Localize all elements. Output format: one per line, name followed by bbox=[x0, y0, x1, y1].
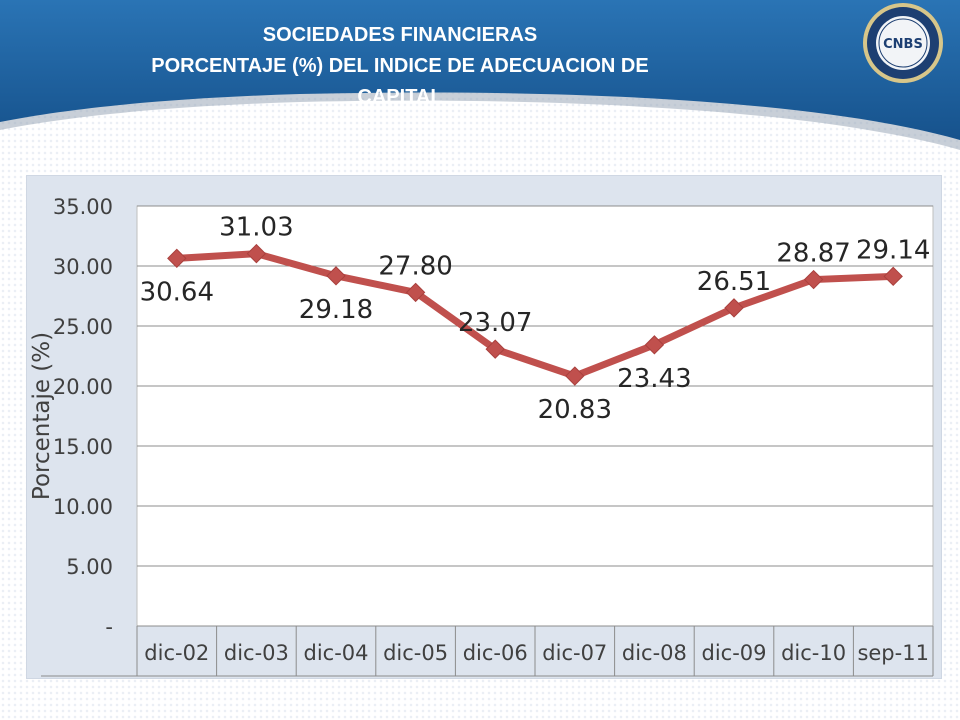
series-polyline bbox=[173, 250, 897, 380]
x-tick-label: dic-10 bbox=[781, 641, 846, 665]
data-label: 27.80 bbox=[378, 251, 452, 281]
y-tick-label: 35.00 bbox=[53, 195, 113, 219]
title-line-2: PORCENTAJE (%) DEL INDICE DE ADECUACION … bbox=[151, 55, 649, 77]
x-tick-label: dic-09 bbox=[701, 641, 766, 665]
header-banner bbox=[0, 0, 960, 150]
plot-area bbox=[136, 205, 934, 627]
data-label: 28.87 bbox=[776, 239, 850, 269]
x-tick-label: dic-04 bbox=[303, 641, 368, 665]
data-label: 29.14 bbox=[856, 235, 930, 265]
y-axis-label: Porcentaje (%) bbox=[29, 332, 55, 500]
y-tick-label: 25.00 bbox=[53, 315, 113, 339]
data-point-marker bbox=[246, 243, 267, 264]
series-markers bbox=[167, 243, 903, 386]
data-label: 23.43 bbox=[617, 364, 691, 394]
y-tick-label: 30.00 bbox=[53, 255, 113, 279]
data-label: 29.18 bbox=[299, 295, 373, 325]
y-tick-labels: - 5.00 10.00 15.00 20.00 25.00 30.00 35.00 bbox=[53, 195, 113, 639]
cnbs-logo-seal: CNBS bbox=[863, 3, 943, 83]
y-tick-label: 5.00 bbox=[66, 555, 113, 579]
x-tick-label: dic-08 bbox=[622, 641, 687, 665]
data-point-marker bbox=[644, 335, 665, 355]
x-tick-label: sep-11 bbox=[857, 641, 929, 665]
category-table bbox=[41, 625, 934, 677]
data-label: 31.03 bbox=[219, 213, 293, 243]
title-line-3: CAPITAL bbox=[357, 86, 443, 108]
data-point-marker bbox=[485, 339, 505, 359]
x-tick-label: dic-03 bbox=[224, 641, 289, 665]
series-line bbox=[173, 250, 897, 380]
data-label: 30.64 bbox=[140, 277, 214, 307]
x-tick-label: dic-02 bbox=[144, 641, 209, 665]
page-title: SOCIEDADES FINANCIERAS PORCENTAJE (%) DE… bbox=[40, 20, 760, 113]
data-point-marker bbox=[405, 282, 426, 303]
data-point-marker bbox=[326, 266, 346, 286]
data-point-marker bbox=[724, 298, 744, 318]
x-tick-labels: dic-02 dic-03 dic-04 dic-05 dic-06 dic-07 dic-… bbox=[144, 641, 929, 665]
y-tick-label: 15.00 bbox=[53, 435, 113, 459]
gridlines bbox=[137, 205, 933, 627]
data-label: 26.51 bbox=[697, 267, 771, 297]
title-line-1: SOCIEDADES FINANCIERAS bbox=[262, 24, 538, 46]
y-tick-label: - bbox=[105, 615, 113, 639]
x-tick-label: dic-07 bbox=[542, 641, 607, 665]
x-tick-label: dic-06 bbox=[463, 641, 528, 665]
data-point-marker bbox=[565, 366, 585, 386]
y-tick-label: 10.00 bbox=[53, 495, 113, 519]
x-tick-label: dic-05 bbox=[383, 641, 448, 665]
data-point-marker bbox=[167, 248, 187, 269]
logo-text: CNBS bbox=[883, 37, 923, 52]
y-tick-label: 20.00 bbox=[53, 375, 113, 399]
line-chart: Porcentaje (%) - 5.00 10.00 15.00 20.00 25.00… bbox=[29, 195, 934, 677]
data-label: 23.07 bbox=[458, 308, 532, 338]
data-point-marker bbox=[803, 269, 824, 290]
data-point-marker bbox=[883, 266, 903, 287]
chart-container: Porcentaje (%) - 5.00 10.00 15.00 20.00 25.00… bbox=[26, 175, 942, 679]
data-label: 20.83 bbox=[538, 395, 612, 425]
